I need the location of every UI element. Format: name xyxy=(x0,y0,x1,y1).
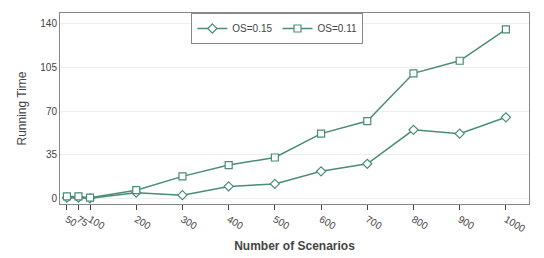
svg-text:OS=0.11: OS=0.11 xyxy=(318,23,357,34)
svg-text:70: 70 xyxy=(46,106,58,117)
svg-text:100: 100 xyxy=(87,214,107,232)
svg-text:600: 600 xyxy=(318,214,338,232)
svg-text:400: 400 xyxy=(225,214,245,232)
svg-text:1000: 1000 xyxy=(502,214,527,235)
svg-text:140: 140 xyxy=(40,18,57,29)
svg-text:75: 75 xyxy=(75,214,91,229)
svg-text:300: 300 xyxy=(179,214,199,232)
svg-text:35: 35 xyxy=(46,149,58,160)
svg-text:0: 0 xyxy=(51,193,57,204)
svg-text:500: 500 xyxy=(271,214,291,232)
svg-text:200: 200 xyxy=(133,214,153,232)
svg-text:50: 50 xyxy=(63,214,79,229)
svg-text:Number of Scenarios: Number of Scenarios xyxy=(234,239,355,253)
svg-text:Running Time: Running Time xyxy=(15,71,29,145)
svg-text:800: 800 xyxy=(410,214,430,232)
svg-text:105: 105 xyxy=(40,62,57,73)
svg-text:700: 700 xyxy=(364,214,384,232)
svg-text:OS=0.15: OS=0.15 xyxy=(232,23,272,34)
svg-text:900: 900 xyxy=(456,214,476,232)
